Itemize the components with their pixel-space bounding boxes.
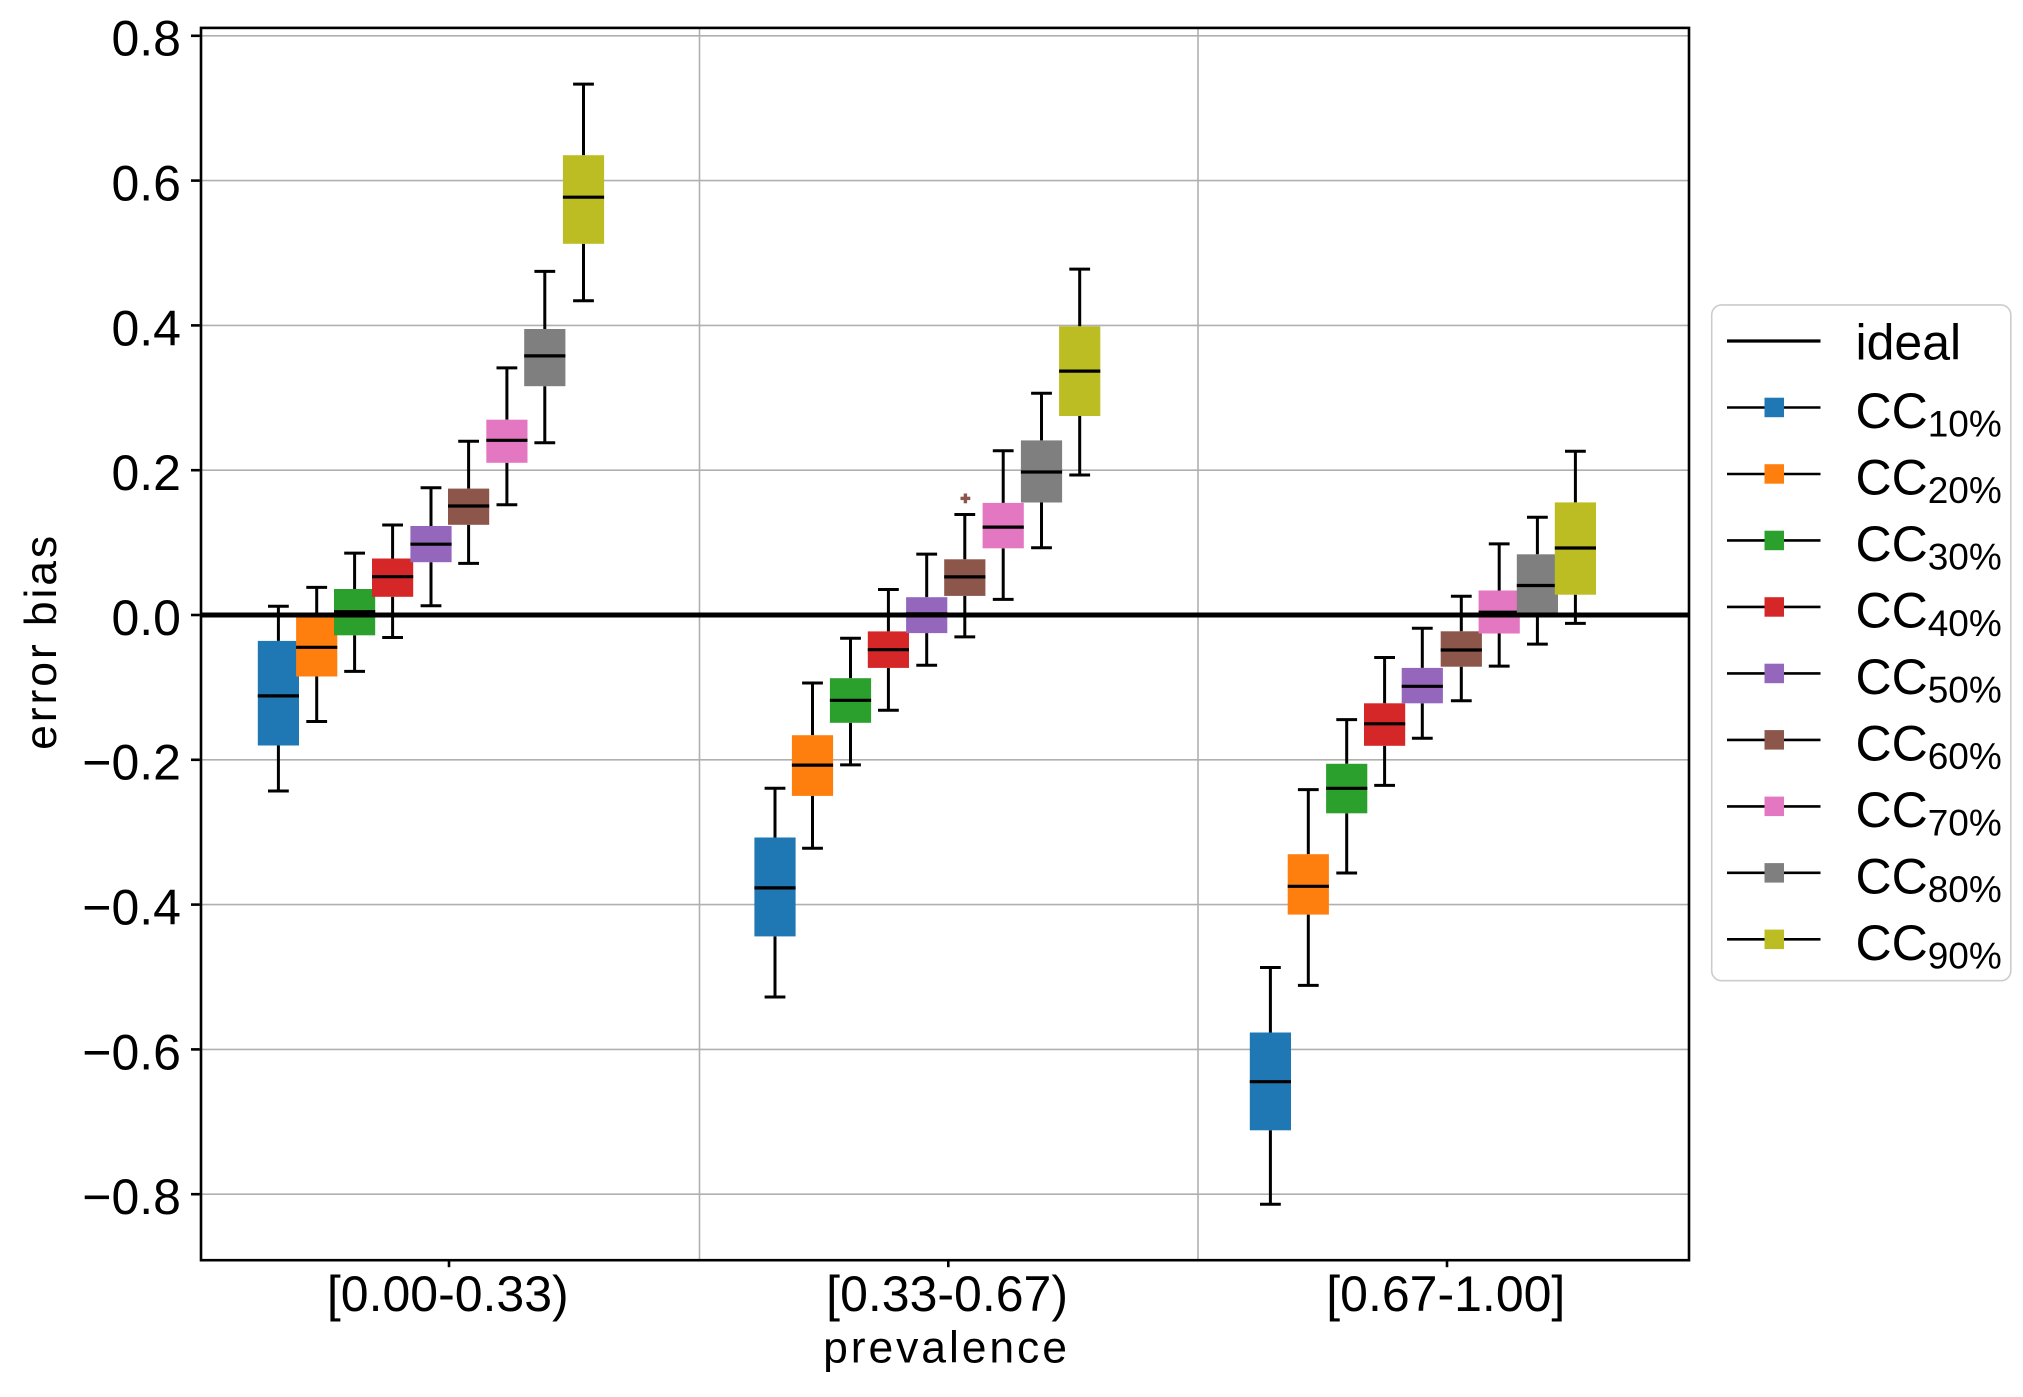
svg-text:0.4: 0.4 [111,300,181,356]
svg-text:[0.33-0.67): [0.33-0.67) [826,1266,1068,1322]
svg-text:[0.00-0.33): [0.00-0.33) [327,1266,569,1322]
svg-text:−0.6: −0.6 [82,1024,181,1080]
svg-text:0.8: 0.8 [111,11,181,67]
svg-text:0.2: 0.2 [111,445,181,501]
svg-text:ideal: ideal [1856,314,1962,370]
svg-text:0.0: 0.0 [111,590,181,646]
svg-text:0.6: 0.6 [111,156,181,212]
svg-text:[0.67-1.00]: [0.67-1.00] [1326,1266,1565,1322]
svg-text:error bias: error bias [17,533,66,750]
svg-text:−0.4: −0.4 [82,880,181,936]
svg-text:−0.8: −0.8 [82,1169,181,1225]
svg-text:−0.2: −0.2 [82,735,181,791]
svg-text:prevalence: prevalence [823,1323,1070,1372]
